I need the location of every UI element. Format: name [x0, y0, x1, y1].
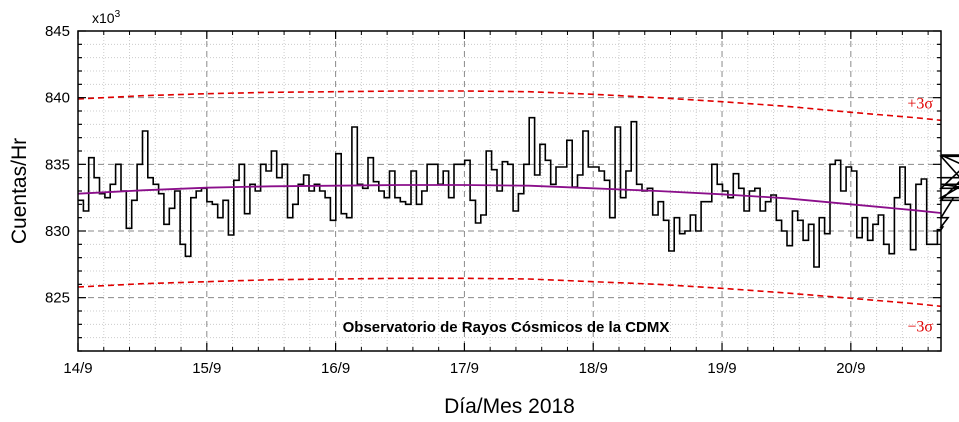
observatory-annotation: Observatorio de Rayos Cósmicos de la CDM… — [343, 319, 670, 336]
x-tick-label: 15/9 — [192, 360, 221, 377]
x-tick-label: 17/9 — [450, 360, 479, 377]
trend-line — [77, 184, 942, 214]
x-axis-label: Día/Mes 2018 — [444, 395, 575, 418]
tick-labels: 14/9 15/9 16/9 17/9 18/9 19/9 20/9 825 830 835 840… — [45, 23, 865, 377]
lower-sigma-line — [77, 277, 942, 308]
lower-sigma-label: −3σ — [907, 318, 933, 335]
upper-sigma-label: +3σ — [907, 95, 933, 112]
upper-sigma-line — [77, 90, 942, 122]
y-tick-label: 825 — [45, 290, 70, 307]
y-tick-label: 845 — [45, 23, 70, 40]
y-axis-label: Cuentas/Hr — [8, 138, 31, 244]
y-multiplier-exponent: 3 — [115, 9, 121, 20]
series-layer — [77, 90, 959, 308]
tick-marks — [77, 30, 941, 352]
x-tick-label: 14/9 — [63, 360, 92, 377]
y-tick-label: 840 — [45, 90, 70, 107]
y-tick-label: 835 — [45, 156, 70, 173]
y-multiplier: x103 — [92, 9, 121, 26]
x-tick-label: 19/9 — [707, 360, 736, 377]
y-tick-label: 830 — [45, 223, 70, 240]
y-multiplier-base: x10 — [92, 10, 115, 26]
x-tick-label: 20/9 — [836, 360, 865, 377]
counts-step-line — [78, 116, 959, 268]
x-tick-label: 18/9 — [579, 360, 608, 377]
x-tick-label: 16/9 — [321, 360, 350, 377]
